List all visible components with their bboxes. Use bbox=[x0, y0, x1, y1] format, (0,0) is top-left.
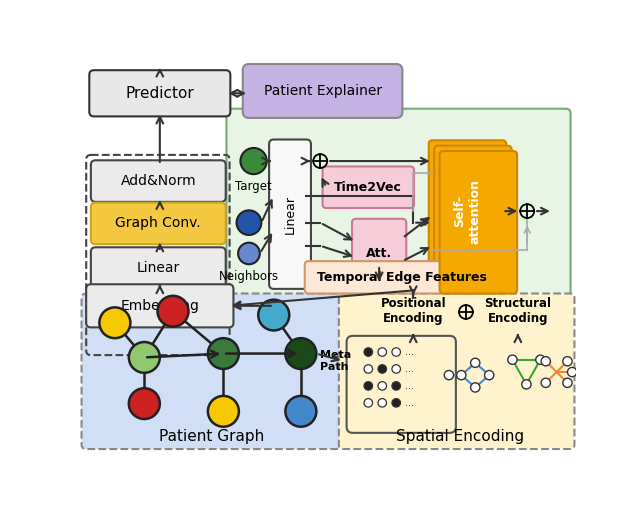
Text: Embedding: Embedding bbox=[120, 299, 199, 313]
Circle shape bbox=[364, 365, 372, 373]
Text: Graph Conv.: Graph Conv. bbox=[115, 216, 201, 231]
Circle shape bbox=[568, 367, 577, 376]
Circle shape bbox=[563, 378, 572, 388]
Circle shape bbox=[237, 210, 261, 235]
Circle shape bbox=[157, 296, 189, 327]
Circle shape bbox=[99, 307, 131, 338]
FancyBboxPatch shape bbox=[269, 140, 311, 289]
Circle shape bbox=[444, 370, 454, 380]
Circle shape bbox=[238, 243, 260, 264]
FancyBboxPatch shape bbox=[227, 109, 571, 297]
FancyBboxPatch shape bbox=[243, 64, 403, 118]
Text: Linear: Linear bbox=[284, 195, 296, 234]
Circle shape bbox=[364, 399, 372, 407]
FancyBboxPatch shape bbox=[347, 336, 456, 433]
Circle shape bbox=[378, 382, 387, 390]
Text: Structural
Encoding: Structural Encoding bbox=[484, 297, 552, 325]
Text: Positional
Encoding: Positional Encoding bbox=[380, 297, 446, 325]
Text: Temporal Edge Features: Temporal Edge Features bbox=[317, 271, 486, 284]
Circle shape bbox=[392, 365, 401, 373]
Text: Patient Explainer: Patient Explainer bbox=[264, 84, 381, 98]
FancyBboxPatch shape bbox=[86, 284, 234, 327]
Circle shape bbox=[392, 348, 401, 356]
Circle shape bbox=[536, 355, 545, 364]
Text: Linear: Linear bbox=[137, 261, 180, 275]
FancyBboxPatch shape bbox=[434, 146, 511, 288]
Text: Time2Vec: Time2Vec bbox=[334, 181, 402, 194]
Circle shape bbox=[129, 342, 160, 373]
Circle shape bbox=[470, 358, 480, 367]
FancyBboxPatch shape bbox=[305, 261, 499, 294]
Circle shape bbox=[457, 370, 466, 380]
Text: Target: Target bbox=[236, 180, 272, 194]
FancyBboxPatch shape bbox=[440, 151, 517, 294]
Text: Meta
Path: Meta Path bbox=[320, 351, 351, 372]
FancyBboxPatch shape bbox=[91, 203, 226, 244]
FancyBboxPatch shape bbox=[429, 140, 506, 283]
Circle shape bbox=[541, 357, 550, 366]
Circle shape bbox=[364, 348, 372, 356]
Circle shape bbox=[241, 148, 267, 174]
Circle shape bbox=[392, 382, 401, 390]
Circle shape bbox=[541, 378, 550, 388]
Text: Patient Graph: Patient Graph bbox=[159, 429, 264, 444]
FancyBboxPatch shape bbox=[91, 247, 226, 289]
Text: Predictor: Predictor bbox=[125, 86, 194, 101]
Text: Self-
attention: Self- attention bbox=[454, 179, 481, 244]
Text: ...: ... bbox=[405, 364, 414, 374]
Circle shape bbox=[508, 355, 517, 364]
Circle shape bbox=[285, 396, 316, 427]
Circle shape bbox=[470, 383, 480, 392]
Circle shape bbox=[378, 348, 387, 356]
Circle shape bbox=[392, 399, 401, 407]
FancyBboxPatch shape bbox=[91, 161, 226, 202]
Text: Neighbors: Neighbors bbox=[219, 270, 279, 283]
Circle shape bbox=[378, 399, 387, 407]
FancyBboxPatch shape bbox=[81, 294, 340, 449]
Circle shape bbox=[378, 365, 387, 373]
Text: Att.: Att. bbox=[366, 247, 392, 260]
FancyBboxPatch shape bbox=[323, 167, 414, 208]
Circle shape bbox=[285, 338, 316, 369]
Circle shape bbox=[129, 388, 160, 419]
Circle shape bbox=[364, 382, 372, 390]
FancyBboxPatch shape bbox=[90, 70, 230, 116]
Text: ...: ... bbox=[405, 347, 414, 357]
FancyBboxPatch shape bbox=[339, 294, 575, 449]
Circle shape bbox=[259, 300, 289, 331]
Circle shape bbox=[522, 380, 531, 389]
Circle shape bbox=[208, 338, 239, 369]
Circle shape bbox=[484, 370, 494, 380]
Text: Spatial Encoding: Spatial Encoding bbox=[396, 429, 524, 444]
FancyBboxPatch shape bbox=[352, 219, 406, 288]
Text: ...: ... bbox=[405, 381, 414, 391]
Text: Add&Norm: Add&Norm bbox=[120, 174, 196, 188]
Circle shape bbox=[563, 357, 572, 366]
Text: ...: ... bbox=[405, 398, 414, 408]
Circle shape bbox=[208, 396, 239, 427]
